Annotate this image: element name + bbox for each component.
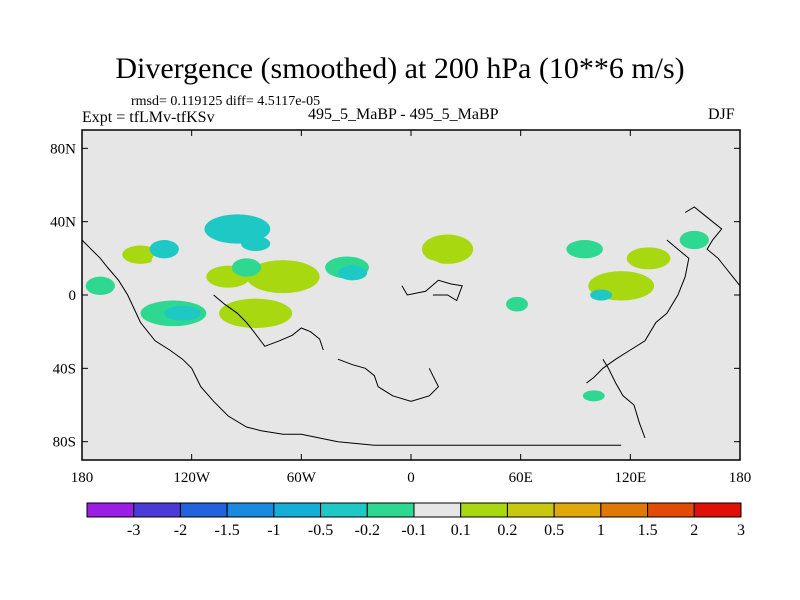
field-region-21: [390, 258, 450, 295]
coastline-3: [401, 279, 463, 302]
x-tick-label: 60W: [287, 470, 317, 486]
field-region-20: [246, 260, 320, 294]
y-tick-label: 40N: [50, 215, 76, 231]
field-region-8: [538, 214, 576, 230]
coastline-0: [82, 239, 622, 446]
x-tick-label: 180: [71, 470, 94, 486]
field-region-14: [626, 247, 671, 270]
field-region-41: [590, 289, 613, 301]
field-region-29: [334, 357, 415, 380]
colorbar-swatch-10: [553, 502, 602, 518]
field-region-38: [164, 306, 201, 321]
colorbar-swatch-1: [133, 502, 181, 518]
colorbar-swatch-0: [86, 502, 135, 518]
coastline-2: [337, 358, 440, 402]
field-region-33: [149, 240, 179, 259]
y-tick-label: 80N: [50, 141, 76, 157]
colorbar-label: -2: [174, 522, 187, 539]
colorbar-swatch-2: [179, 502, 228, 518]
colorbar-label: -1.5: [214, 522, 239, 539]
colorbar-swatch-13: [693, 502, 742, 518]
colorbar-label: 1.5: [638, 522, 658, 539]
colorbar-label: -0.5: [308, 522, 333, 539]
colorbar-swatch-8: [460, 502, 508, 518]
field-region-26: [310, 324, 348, 347]
field-region-17: [122, 245, 159, 264]
colorbar-swatch-9: [506, 502, 555, 518]
coastline-6: [586, 239, 690, 384]
field-region-22: [484, 269, 521, 292]
y-tick-label: 80S: [53, 435, 76, 451]
field-region-32: [85, 276, 115, 296]
colorbar-swatch-7: [413, 502, 462, 518]
x-tick-label: 60E: [509, 470, 533, 486]
y-tick-label: 0: [69, 288, 77, 304]
field-region-34: [231, 258, 262, 277]
field-region-40: [679, 230, 709, 250]
chart-title: Divergence (smoothed) at 200 hPa (10**6 …: [115, 52, 685, 85]
field-region-3: [241, 236, 271, 252]
coastline-4: [602, 358, 646, 439]
colorbar-swatch-12: [647, 502, 695, 518]
colorbar-label: 0.2: [497, 522, 517, 539]
field-region-5: [292, 225, 329, 255]
experiment-label: Expt = tfLMv-tfKSv: [82, 109, 215, 126]
colorbar-swatch-4: [273, 502, 322, 518]
field-region-2: [204, 214, 271, 244]
coastline-5: [684, 206, 740, 287]
field-regions: [82, 168, 739, 444]
coastlines: [82, 206, 740, 446]
field-region-36: [337, 265, 368, 281]
axis-ticks: 180 120W 60W 0 60E 120E 180 80N 40N 0 40S 80S: [50, 130, 751, 486]
field-region-25: [219, 298, 293, 329]
field-region-42: [506, 296, 528, 312]
colorbar-label: 0.1: [451, 522, 471, 539]
colorbar: -3 -2 -1.5 -1 -0.5 -0.2 -0.1 0.1 0.2 0.5 1 1.5 2 3: [86, 502, 745, 539]
x-tick-label: 120W: [173, 470, 211, 486]
rmsd-diff-stats: rmsd= 0.119125 diff= 4.5117e-05: [131, 94, 321, 109]
colorbar-label: -0.2: [355, 522, 380, 539]
field-region-9: [442, 265, 472, 288]
runs-label: 495_5_MaBP - 495_5_MaBP: [308, 106, 499, 123]
season-label: DJF: [708, 106, 735, 123]
colorbar-swatch-11: [600, 502, 649, 518]
field-region-11: [421, 234, 474, 264]
x-tick-label: 120E: [614, 470, 646, 486]
colorbar-label: -1: [267, 522, 280, 539]
field-region-27: [407, 322, 452, 341]
colorbar-label: 1: [597, 522, 605, 539]
colorbar-label: -0.1: [401, 522, 426, 539]
colorbar-label: -3: [127, 522, 140, 539]
colorbar-swatch-5: [320, 502, 368, 518]
colorbar-label: 0.5: [544, 522, 564, 539]
x-tick-label: 0: [407, 470, 415, 486]
y-tick-label: 40S: [53, 361, 76, 377]
field-region-1: [164, 212, 201, 231]
field-region-43: [582, 390, 605, 402]
field-region-13: [644, 258, 726, 288]
field-region-31: [586, 412, 638, 435]
x-tick-label: 180: [729, 470, 752, 486]
coastline-1: [213, 294, 324, 351]
colorbar-swatch-3: [226, 502, 275, 518]
field-region-28: [533, 333, 563, 349]
colorbar-label: 3: [737, 522, 745, 539]
colorbar-swatch-6: [366, 502, 415, 518]
colorbar-label: 2: [690, 522, 698, 539]
field-region-30: [272, 421, 331, 444]
field-region-39: [566, 240, 603, 259]
field-region-0: [125, 168, 141, 184]
